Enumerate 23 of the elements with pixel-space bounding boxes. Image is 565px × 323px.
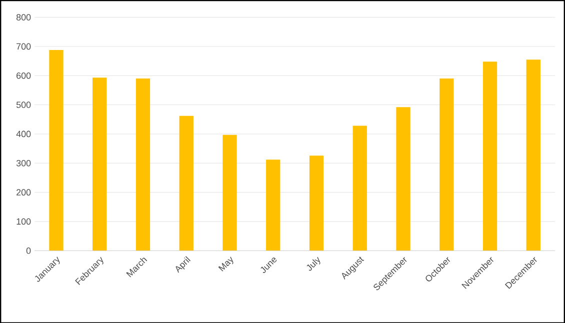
bar xyxy=(440,78,454,250)
x-tick-label: July xyxy=(306,256,320,271)
y-tick-label: 100 xyxy=(16,218,31,224)
bar xyxy=(179,116,194,250)
bar xyxy=(92,77,107,250)
bar xyxy=(526,59,540,250)
bar xyxy=(396,106,410,250)
y-tick-label: 500 xyxy=(16,101,31,108)
y-tick-label: 800 xyxy=(16,14,31,20)
bar xyxy=(136,78,150,250)
y-tick-label: 200 xyxy=(16,188,31,196)
y-tick-label: 400 xyxy=(16,130,31,137)
bar xyxy=(222,134,237,250)
bar xyxy=(309,155,324,250)
x-tick-label: May xyxy=(218,256,234,272)
bar xyxy=(266,159,280,250)
bar xyxy=(352,126,367,250)
bar xyxy=(482,61,498,250)
y-tick-label: 300 xyxy=(16,160,31,166)
y-tick-label: 0 xyxy=(26,247,31,254)
bar xyxy=(49,50,64,250)
y-tick-label: 600 xyxy=(16,72,31,79)
y-tick-label: 700 xyxy=(16,43,31,50)
